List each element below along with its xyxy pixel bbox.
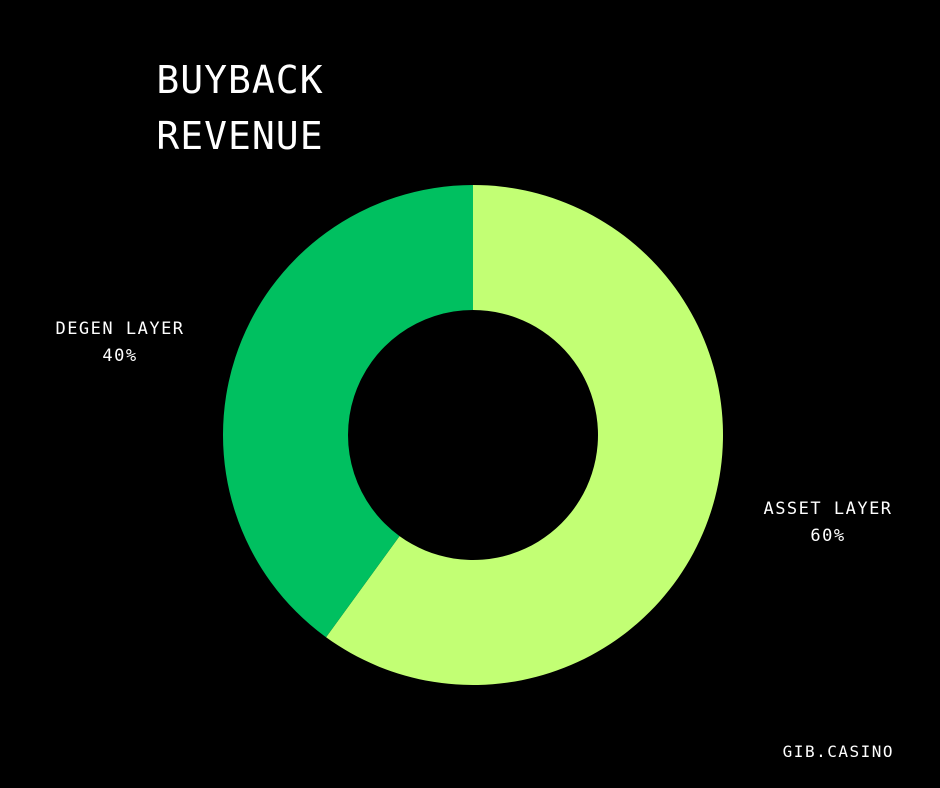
site-watermark: GIB.CASINO [782, 742, 894, 761]
degen-layer-percent: 40% [102, 346, 138, 366]
asset-layer-percent: 60% [810, 526, 846, 546]
donut-slice-degen-layer [222, 185, 473, 638]
chart-title-line-1: BUYBACK [156, 58, 324, 102]
degen-layer-name: DEGEN LAYER [55, 319, 185, 339]
chart-title-line-2: REVENUE [156, 114, 324, 158]
asset-layer-name: ASSET LAYER [763, 499, 893, 519]
chart-title: BUYBACK REVENUE [120, 52, 360, 164]
donut-slice-asset-layer [326, 185, 723, 686]
degen-layer-label: DEGEN LAYER 40% [30, 316, 210, 370]
asset-layer-label: ASSET LAYER 60% [738, 496, 918, 550]
